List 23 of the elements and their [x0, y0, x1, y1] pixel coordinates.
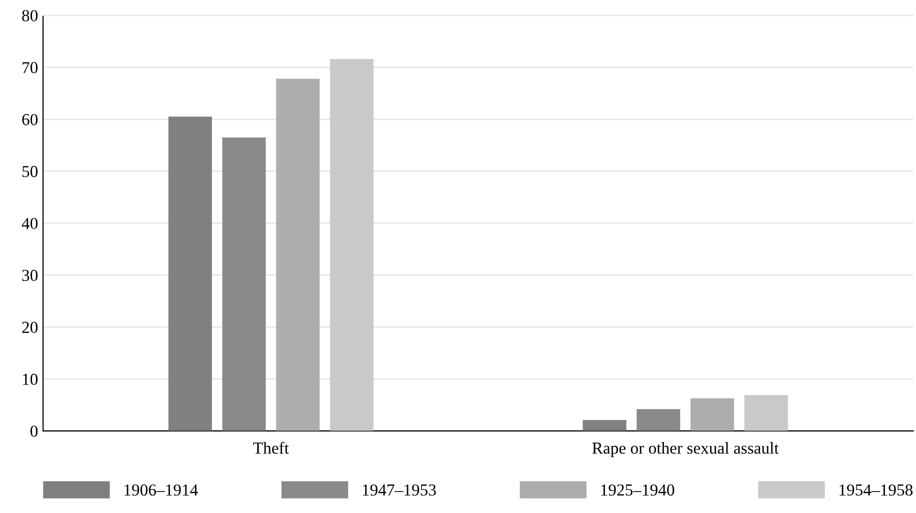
bar — [330, 59, 374, 431]
bar — [276, 78, 320, 431]
x-tick-label: Theft — [253, 442, 289, 454]
legend-label: 1925–1940 — [601, 484, 674, 496]
y-tick-label: 10 — [22, 374, 38, 385]
y-tick-label: 70 — [22, 62, 38, 74]
bar — [636, 409, 680, 431]
bar — [690, 398, 734, 431]
legend-label: 1947–1953 — [362, 484, 436, 496]
x-tick-label: Rape or other sexual assault — [592, 442, 779, 458]
y-tick-label: 20 — [22, 322, 38, 333]
bar — [582, 420, 626, 431]
bar — [168, 116, 212, 431]
bar — [222, 137, 266, 431]
legend-label: 1954–1958 — [840, 484, 913, 496]
y-tick-label: 40 — [22, 218, 38, 230]
y-tick-label: 80 — [22, 10, 38, 22]
bar — [744, 395, 788, 431]
y-tick-label: 30 — [22, 270, 38, 282]
legend-label: 1906–1914 — [124, 484, 198, 496]
y-tick-label: 0 — [30, 426, 38, 437]
y-tick-label: 50 — [22, 166, 38, 178]
y-tick-label: 60 — [22, 114, 38, 126]
